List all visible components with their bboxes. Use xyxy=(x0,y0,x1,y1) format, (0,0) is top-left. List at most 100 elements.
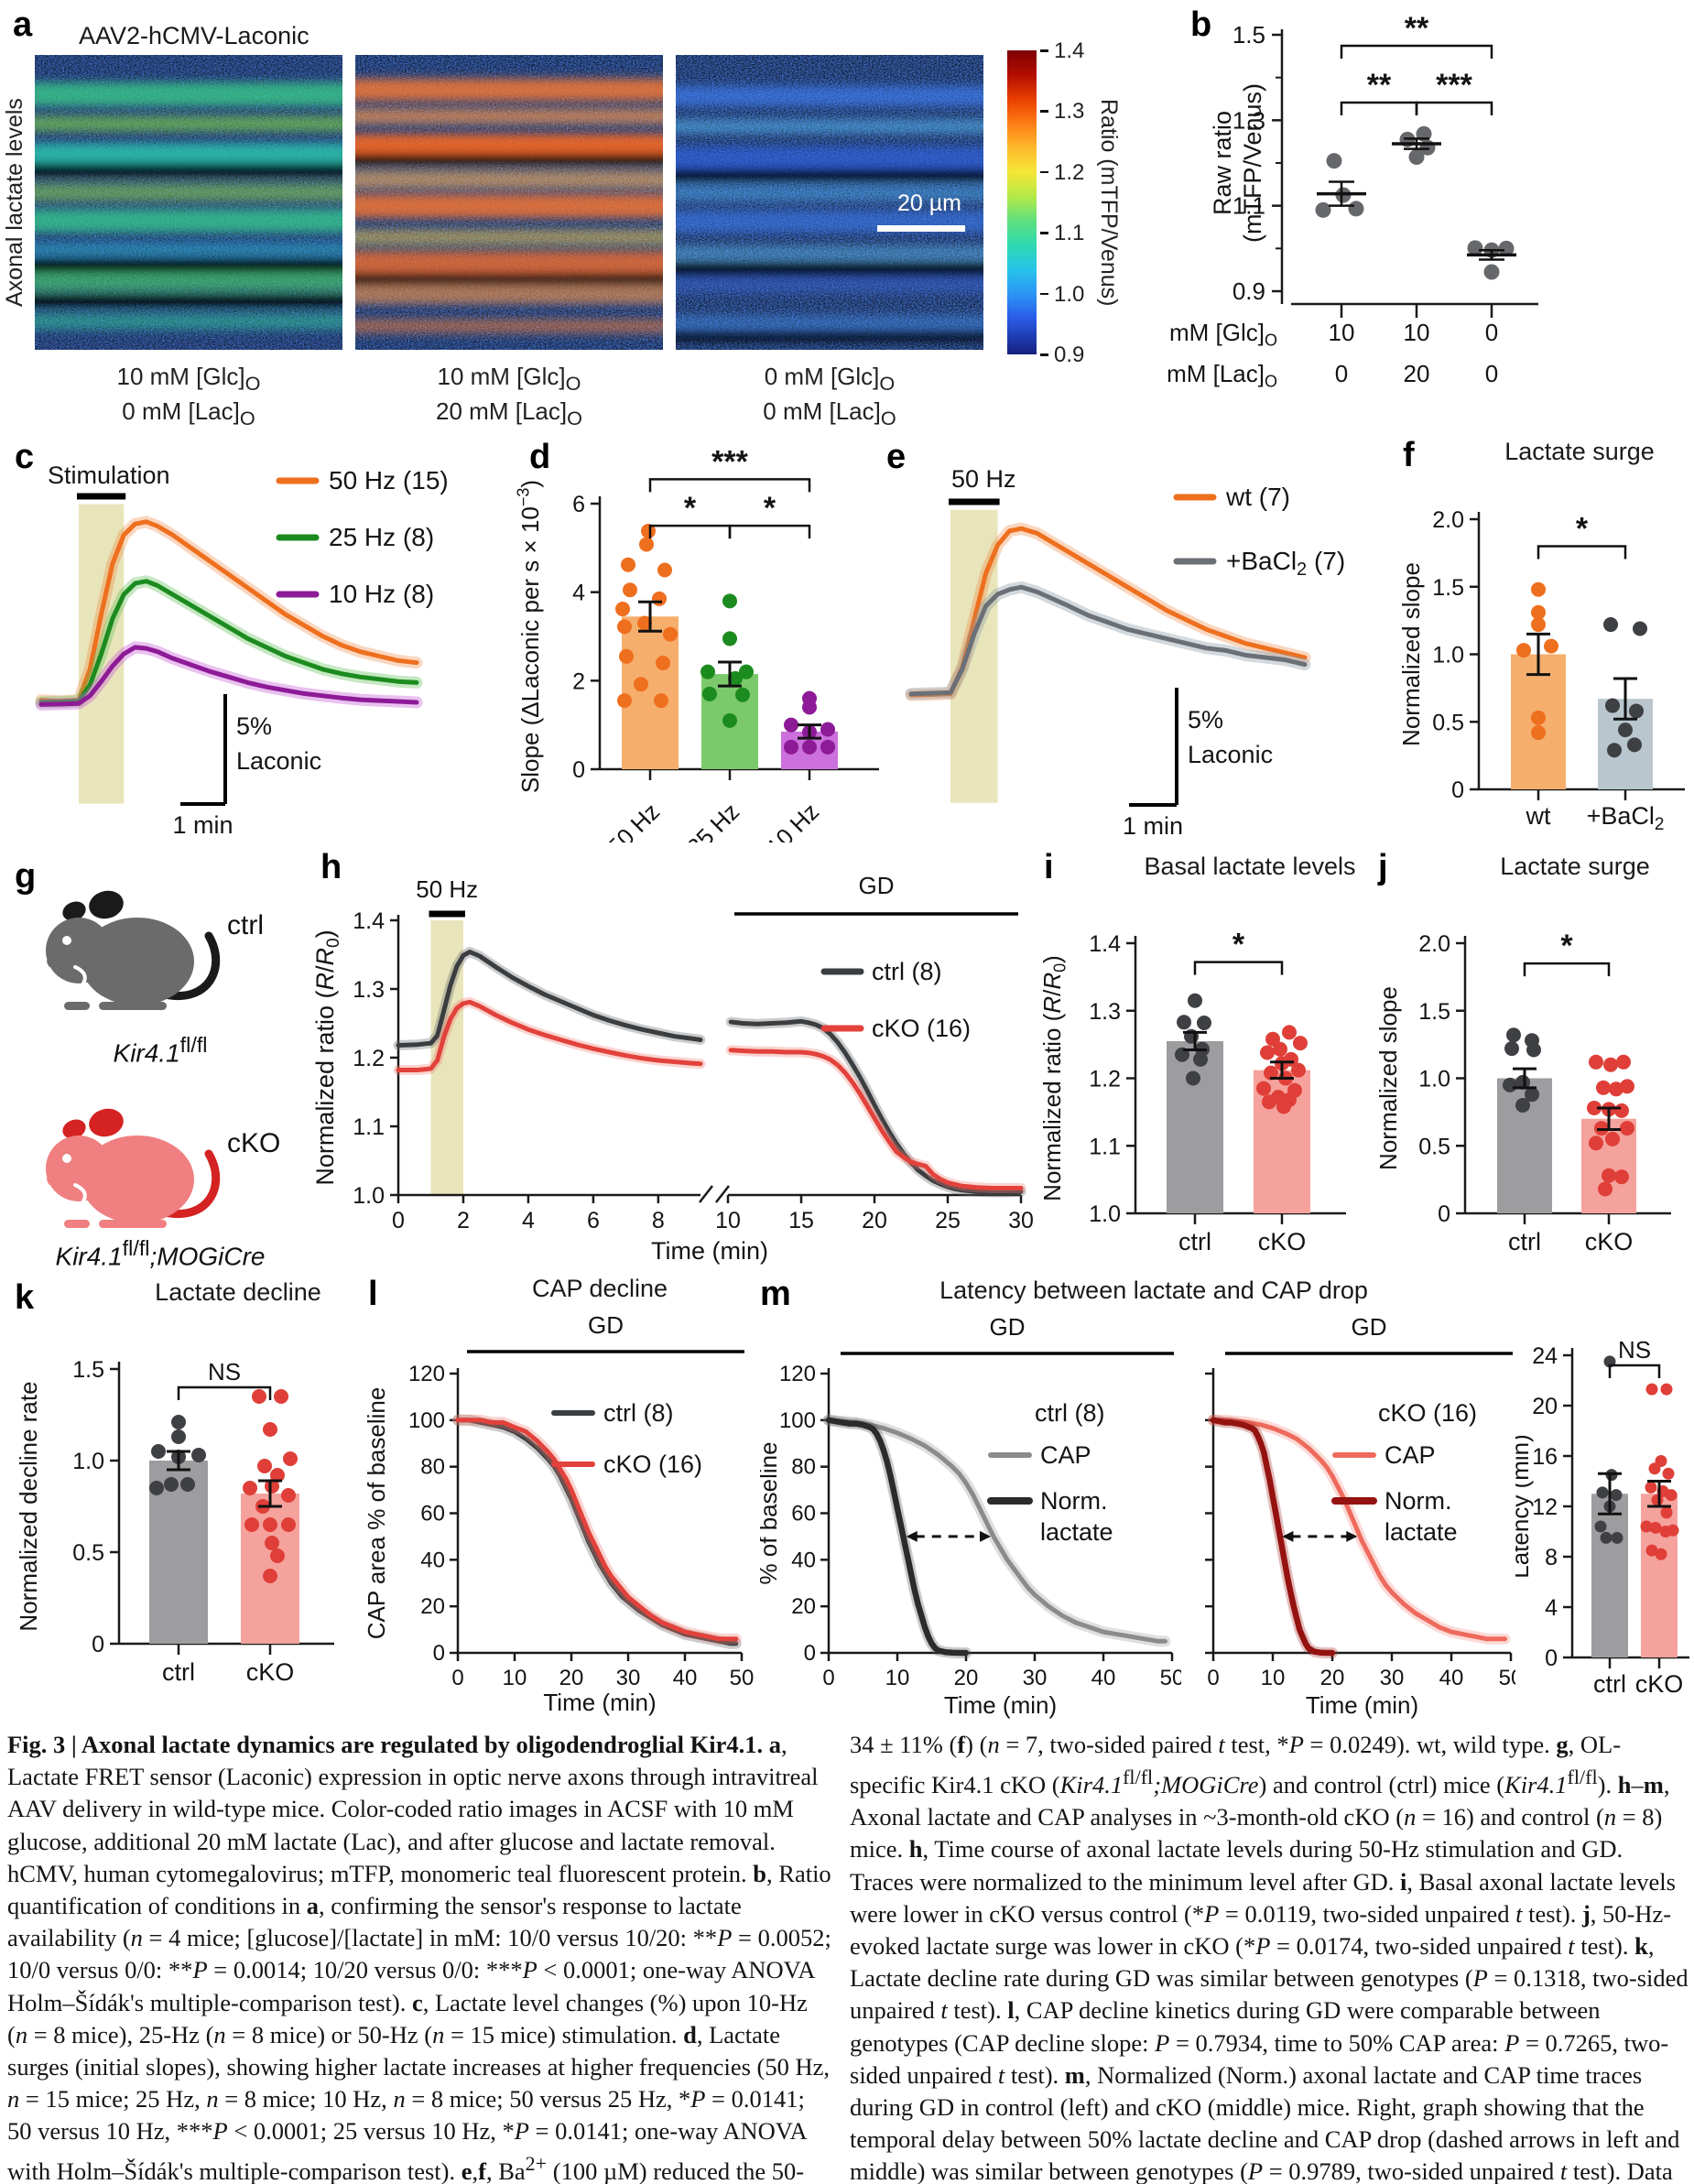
data-point xyxy=(656,656,670,670)
data-point xyxy=(1605,698,1620,713)
legend-label: cKO (16) xyxy=(603,1451,702,1478)
svg-text:1.0: 1.0 xyxy=(1089,1201,1121,1227)
svg-text:40: 40 xyxy=(1439,1666,1464,1690)
data-point xyxy=(1531,710,1546,725)
data-point xyxy=(149,1481,164,1495)
svg-text:1.3: 1.3 xyxy=(1089,999,1121,1025)
mouse-eye xyxy=(62,936,71,945)
data-point xyxy=(1515,1074,1530,1090)
svg-text:10: 10 xyxy=(885,1666,910,1690)
data-point xyxy=(654,693,668,709)
legend-label: ctrl (8) xyxy=(603,1399,674,1427)
svg-text:mM [Lac]O: mM [Lac]O xyxy=(1167,360,1277,391)
significance-label: *** xyxy=(711,444,748,479)
x-axis-label: Time (min) xyxy=(944,1691,1057,1719)
data-point xyxy=(820,739,835,755)
data-point xyxy=(700,664,715,679)
caption-left-body: a, Lactate FRET sensor (Laconic) express… xyxy=(7,1731,831,2184)
data-point xyxy=(1603,1057,1618,1072)
data-point xyxy=(1348,201,1364,217)
colorbar xyxy=(1007,50,1037,354)
data-point xyxy=(180,1477,195,1492)
gd-label: GD xyxy=(859,872,895,899)
trace-line xyxy=(908,584,1308,697)
legend-label: wt (7) xyxy=(1225,483,1290,511)
bar-0 xyxy=(1591,1494,1628,1657)
svg-text:60: 60 xyxy=(791,1502,816,1527)
chart-title: Lactate surge xyxy=(1500,853,1650,880)
data-point xyxy=(615,602,630,617)
data-point xyxy=(1603,617,1618,633)
panel-c-label: c xyxy=(15,438,35,476)
svg-text:***: *** xyxy=(1436,68,1472,103)
svg-text:15: 15 xyxy=(788,1208,814,1233)
x-tick-label: 10 Hz xyxy=(761,798,824,842)
svg-text:4: 4 xyxy=(572,581,585,606)
ctrl-mouse-icon xyxy=(46,890,221,1010)
significance-label: NS xyxy=(1618,1336,1651,1364)
data-point xyxy=(1660,1383,1673,1396)
svg-text:40: 40 xyxy=(673,1666,698,1690)
data-point xyxy=(263,1422,277,1437)
cko-genotype: Kir4.1fl/fl;MOGiCre xyxy=(55,1236,266,1271)
data-point xyxy=(739,664,754,679)
data-point xyxy=(164,1477,179,1492)
data-point xyxy=(1315,201,1331,218)
image-2-caption-line-2: 20 mM [Lac]O xyxy=(436,397,582,430)
trace-line xyxy=(38,579,419,705)
svg-text:50: 50 xyxy=(1499,1666,1515,1690)
svg-text:20: 20 xyxy=(1532,1394,1558,1419)
panel-m: Latency between lactate and CAP drop GD 0… xyxy=(751,1273,1694,1726)
stim-label: 50 Hz xyxy=(416,875,478,903)
data-point xyxy=(1293,1036,1308,1051)
svg-text:2.0: 2.0 xyxy=(1432,507,1464,533)
svg-text:16: 16 xyxy=(1532,1444,1558,1470)
data-point xyxy=(1633,621,1647,636)
data-point xyxy=(1531,617,1546,633)
panel-a-title: AAV2-hCMV-Laconic xyxy=(79,22,309,49)
data-point xyxy=(1649,1521,1662,1534)
chart-f-lactate-surge: Lactate surge Normalized slope 0 0.5 1.0 1.5 2… xyxy=(1397,438,1685,834)
data-point xyxy=(1265,1031,1280,1047)
svg-text:1.1: 1.1 xyxy=(353,1114,385,1140)
x-tick-label: ctrl xyxy=(162,1658,195,1686)
svg-text:10: 10 xyxy=(1404,319,1430,346)
chart-title: Lactate surge xyxy=(1504,438,1655,465)
data-point xyxy=(1531,604,1546,620)
svg-text:80: 80 xyxy=(791,1455,816,1480)
x-tick-label: +BaCl2 xyxy=(1587,802,1665,834)
legend-label: Norm. xyxy=(1385,1487,1452,1515)
chart-l-cap-decline: CAP decline GD 0 20 40 60 80 100 120 0 10 20 30 40 50 C… xyxy=(363,1275,755,1716)
data-point xyxy=(1614,1103,1629,1118)
data-point xyxy=(1645,1481,1657,1494)
scalebar-text: 20 µm xyxy=(897,190,961,216)
data-point xyxy=(637,615,652,631)
x-axis-label: Time (min) xyxy=(1306,1691,1418,1719)
chart-title: Lactate decline xyxy=(155,1278,321,1306)
panel-j-label: j xyxy=(1378,848,1388,886)
panel-g-label: g xyxy=(15,857,37,896)
gd-label: GD xyxy=(990,1313,1026,1341)
chart-j-lactate-surge: Lactate surge Normalized slope 0 0.5 1.0 1.5 2… xyxy=(1374,853,1671,1255)
mouse-ear xyxy=(89,890,124,919)
data-point xyxy=(191,1448,206,1462)
significance-label: * xyxy=(1576,512,1589,547)
significance-label: * xyxy=(684,491,697,526)
chart-m-latency-bars: Latency (min) 0 4 8 12 16 20 24 ctrl cKO NS xyxy=(1515,1336,1689,1698)
x-tick-label: cKO xyxy=(1585,1228,1634,1255)
image-1-caption-line-2: 0 mM [Lac]O xyxy=(122,397,255,430)
data-point xyxy=(634,677,648,692)
data-point xyxy=(1596,1486,1609,1499)
data-point xyxy=(1531,725,1546,741)
data-point xyxy=(1589,1135,1603,1151)
data-point xyxy=(1607,743,1622,758)
svg-text:100: 100 xyxy=(779,1408,816,1433)
svg-text:1.0: 1.0 xyxy=(1432,643,1464,668)
chart-c-lactate-traces: Stimulation 50 Hz (15) 25 Hz (8) 10 Hz (8) 5… xyxy=(35,462,449,839)
svg-text:50: 50 xyxy=(730,1666,755,1690)
legend-label: CAP xyxy=(1385,1441,1436,1469)
svg-text:0: 0 xyxy=(1485,360,1498,387)
chart-m-cko-traces: GD 0 10 20 30 40 50 Time (min) cKO (16) CAP Norm. l… xyxy=(1205,1313,1515,1719)
svg-text:30: 30 xyxy=(1380,1666,1405,1690)
